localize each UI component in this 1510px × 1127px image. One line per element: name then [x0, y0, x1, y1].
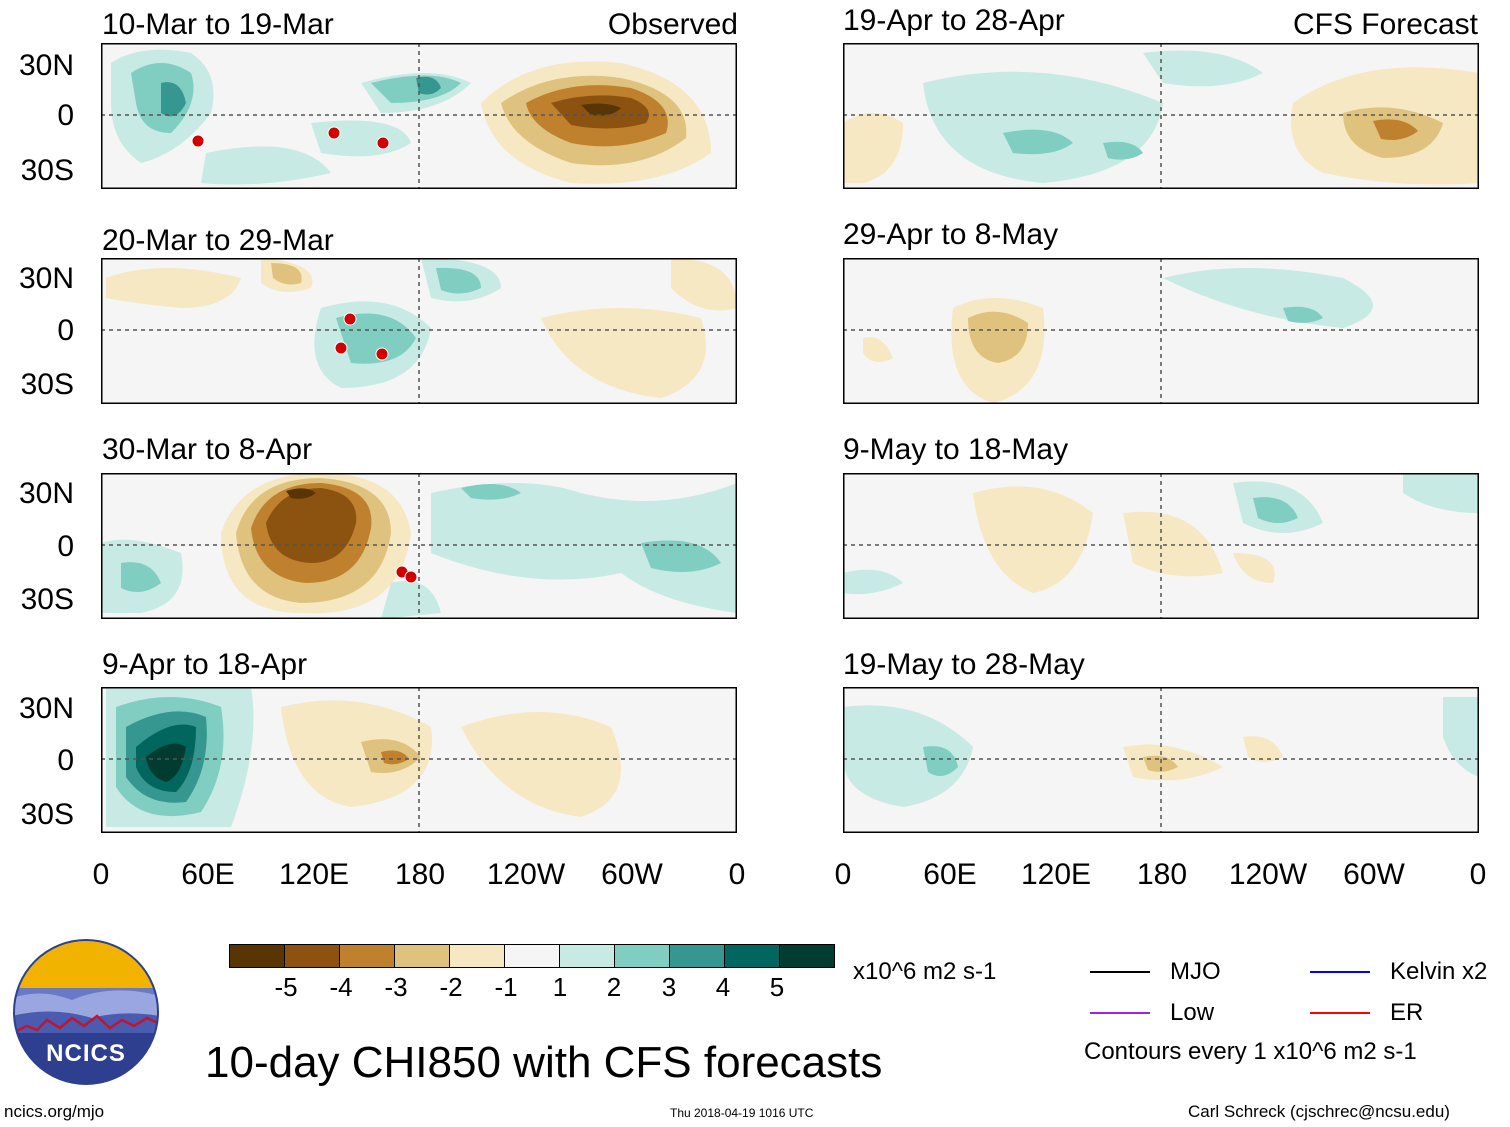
colorbar-tick: 1 [552, 972, 568, 1002]
panel-title-3: 30-Mar to 8-Apr [102, 433, 313, 466]
lat-label-30s: 30S [20, 154, 74, 187]
lat-label-eq: 0 [57, 314, 74, 347]
panel-title-2: 20-Mar to 29-Mar [102, 224, 334, 257]
contour-note: Contours every 1 x10^6 m2 s-1 [1084, 1038, 1417, 1065]
colorbar-swatch [229, 944, 285, 968]
lon-label: 120W [1228, 858, 1308, 891]
legend-label-kelvin: Kelvin x2 [1390, 958, 1488, 985]
legend-line-kelvin [1310, 971, 1370, 973]
colorbar-tick: -2 [439, 972, 463, 1002]
footer-author: Carl Schreck (cjschrec@ncsu.edu) [1188, 1102, 1450, 1121]
colorbar-swatch [779, 944, 835, 968]
main-title: 10-day CHI850 with CFS forecasts [205, 1038, 883, 1087]
colorbar-units: x10^6 m2 s-1 [853, 958, 997, 985]
map-panel-8 [843, 687, 1479, 833]
footer-timestamp: Thu 2018-04-19 1016 UTC [670, 1106, 814, 1120]
legend-line-low [1090, 1012, 1150, 1014]
map-panel-2 [101, 258, 737, 404]
forecast-label: CFS Forecast [1292, 8, 1478, 41]
lon-label: 60E [923, 858, 977, 891]
map-panel-1 [101, 43, 737, 189]
lat-label-30n: 30N [18, 692, 74, 725]
lat-label-eq: 0 [57, 744, 74, 777]
lon-label: 0 [728, 858, 746, 891]
panel-title-4: 9-Apr to 18-Apr [102, 648, 308, 681]
colorbar-swatch [284, 944, 340, 968]
colorbar-swatch [614, 944, 670, 968]
panel-title-5: 19-Apr to 28-Apr [843, 4, 1065, 37]
colorbar-tick: -1 [494, 972, 518, 1002]
map-panel-7 [843, 473, 1479, 619]
colorbar-swatch [669, 944, 725, 968]
colorbar-swatch [394, 944, 450, 968]
lon-label: 0 [834, 858, 852, 891]
colorbar-swatch [724, 944, 780, 968]
colorbar-tick: -4 [329, 972, 353, 1002]
lat-label-eq: 0 [57, 530, 74, 563]
panel-title-1: 10-Mar to 19-Mar [102, 8, 334, 41]
lat-label-30n: 30N [18, 262, 74, 295]
colorbar-swatch [504, 944, 560, 968]
lat-label-30n: 30N [18, 477, 74, 510]
legend-label-mjo: MJO [1170, 958, 1221, 985]
panel-title-7: 9-May to 18-May [843, 433, 1069, 466]
map-panel-3 [101, 473, 737, 619]
map-panel-4 [101, 687, 737, 833]
map-panel-6 [843, 258, 1479, 404]
lat-label-30s: 30S [20, 798, 74, 831]
colorbar-tick: 3 [661, 972, 677, 1002]
lon-label: 60W [601, 858, 663, 891]
panel-title-8: 19-May to 28-May [843, 648, 1085, 681]
colorbar-tick: 5 [769, 972, 785, 1002]
lon-label: 60E [181, 858, 235, 891]
lon-label: 0 [92, 858, 110, 891]
colorbar-tick: 4 [715, 972, 731, 1002]
lon-label: 120W [486, 858, 566, 891]
ncics-logo[interactable] [12, 938, 160, 1086]
legend-line-mjo [1090, 971, 1150, 973]
lat-label-eq: 0 [57, 99, 74, 132]
colorbar-tick: 2 [606, 972, 622, 1002]
logo-text: NCICS [46, 1040, 126, 1067]
footer-url[interactable]: ncics.org/mjo [4, 1102, 105, 1121]
lon-label: 120E [1020, 858, 1092, 891]
lon-label: 180 [1136, 858, 1188, 891]
lon-label: 60W [1343, 858, 1405, 891]
lon-label: 0 [1469, 858, 1487, 891]
lat-label-30n: 30N [18, 49, 74, 82]
map-panel-5 [843, 43, 1479, 189]
colorbar-swatch [449, 944, 505, 968]
legend-label-er: ER [1390, 999, 1424, 1026]
lon-label: 180 [394, 858, 446, 891]
colorbar-tick: -5 [274, 972, 298, 1002]
panel-title-6: 29-Apr to 8-May [843, 218, 1059, 251]
colorbar-swatch [339, 944, 395, 968]
colorbar-tick: -3 [384, 972, 408, 1002]
legend-label-low: Low [1170, 999, 1215, 1026]
legend-line-er [1310, 1012, 1370, 1014]
lat-label-30s: 30S [20, 368, 74, 401]
colorbar-swatch [559, 944, 615, 968]
lon-label: 120E [278, 858, 350, 891]
lat-label-30s: 30S [20, 583, 74, 616]
observed-label: Observed [607, 8, 738, 41]
